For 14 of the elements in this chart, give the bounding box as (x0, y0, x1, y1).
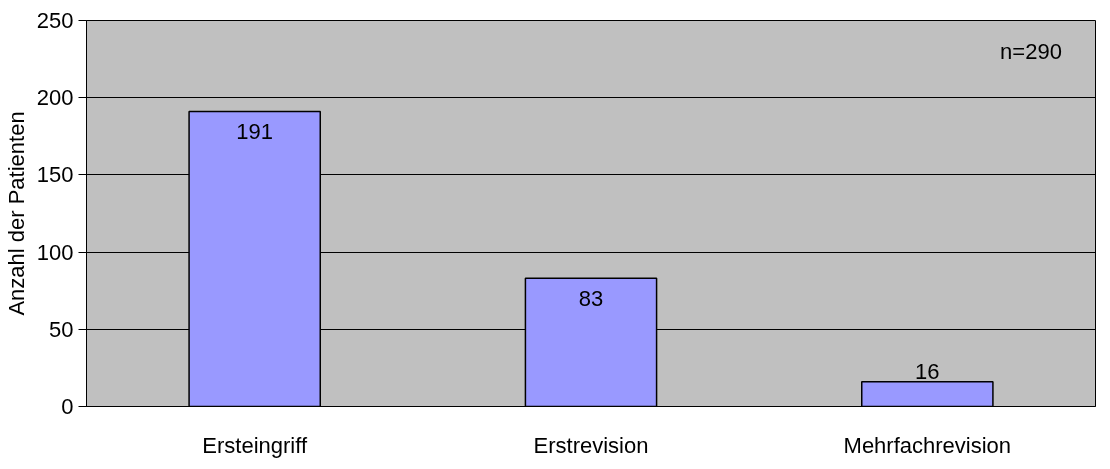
y-tick-label: 100 (36, 239, 74, 265)
x-tick-label: Mehrfachrevision (843, 432, 1012, 458)
data-label: 16 (915, 358, 940, 384)
data-label: 191 (236, 118, 274, 144)
y-axis-title: Anzahl der Patienten (3, 111, 29, 316)
x-tick-label: Ersteingriff (202, 432, 308, 458)
y-tick-label: 50 (49, 316, 74, 342)
annotation: n=290 (1000, 39, 1062, 65)
x-tick-label: Erstrevision (533, 432, 649, 458)
y-tick-label: 0 (61, 394, 74, 419)
data-label: 83 (578, 285, 604, 311)
y-tick-label: 250 (36, 8, 74, 33)
y-tick-label: 200 (36, 85, 74, 111)
y-tick-label: 150 (36, 162, 74, 188)
